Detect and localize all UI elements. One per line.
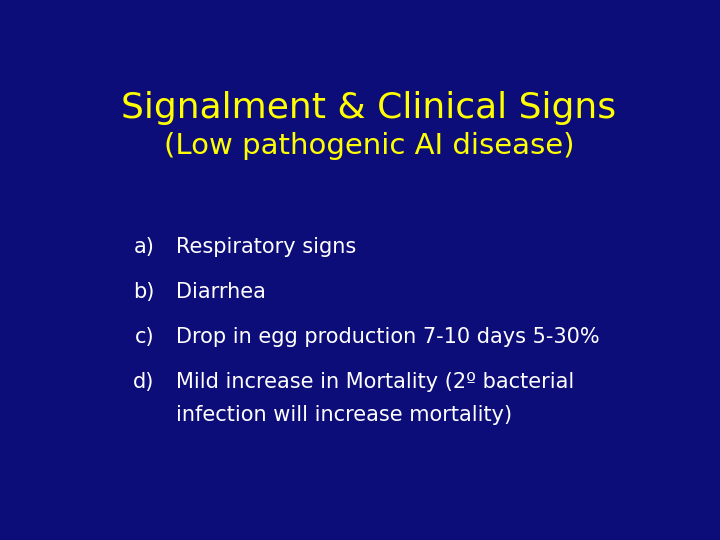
Text: Drop in egg production 7-10 days 5-30%: Drop in egg production 7-10 days 5-30%: [176, 327, 600, 347]
Text: infection will increase mortality): infection will increase mortality): [176, 404, 513, 424]
Text: Respiratory signs: Respiratory signs: [176, 238, 356, 258]
Text: Diarrhea: Diarrhea: [176, 282, 266, 302]
Text: b): b): [132, 282, 154, 302]
Text: a): a): [133, 238, 154, 258]
Text: c): c): [135, 327, 154, 347]
Text: Signalment & Clinical Signs: Signalment & Clinical Signs: [122, 91, 616, 125]
Text: (Low pathogenic AI disease): (Low pathogenic AI disease): [163, 132, 575, 160]
Text: d): d): [132, 372, 154, 392]
Text: Mild increase in Mortality (2º bacterial: Mild increase in Mortality (2º bacterial: [176, 372, 575, 392]
